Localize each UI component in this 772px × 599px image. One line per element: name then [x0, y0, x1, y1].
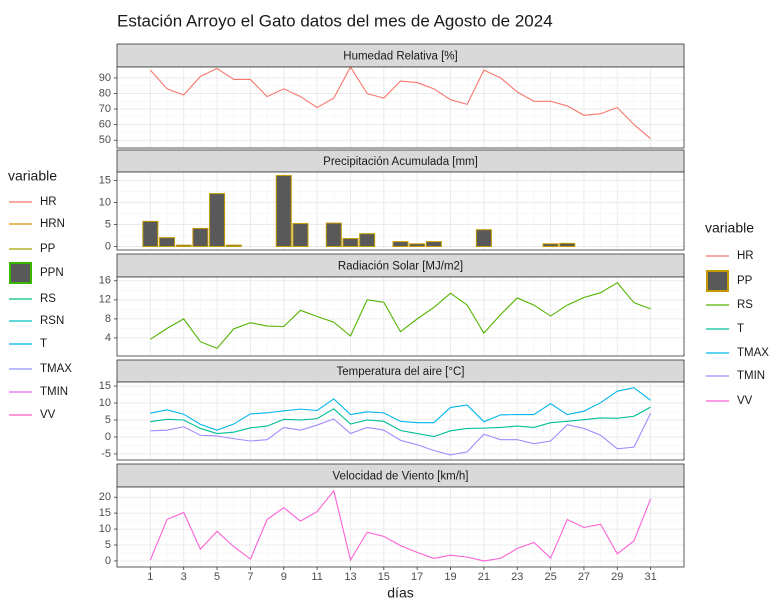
- legend-label: RS: [737, 299, 753, 311]
- x-tick-label: 15: [378, 571, 390, 583]
- bar: [392, 241, 409, 247]
- x-tick-label: 7: [247, 571, 253, 583]
- x-tick-label: 3: [181, 571, 187, 583]
- y-tick-label: 0: [105, 240, 111, 252]
- y-tick-label: 50: [99, 134, 111, 146]
- bar: [192, 227, 209, 247]
- x-tick-label: 13: [344, 571, 356, 583]
- line: [150, 387, 651, 431]
- line: [149, 65, 652, 140]
- y-tick-label: 10: [99, 397, 111, 409]
- bar: [475, 229, 492, 247]
- x-tick-label: 1: [147, 571, 153, 583]
- legend-title: variable: [705, 220, 754, 236]
- y-tick-label: 20: [99, 491, 111, 503]
- y-tick-label: 90: [99, 72, 111, 84]
- y-tick-label: 5: [105, 414, 111, 426]
- y-tick-label: 4: [105, 332, 111, 344]
- legend-label: HRN: [40, 218, 65, 230]
- legend-label: VV: [40, 409, 56, 421]
- legend-label: PPN: [40, 267, 64, 279]
- strip-label: Radiación Solar [MJ/m2]: [338, 261, 463, 273]
- x-tick-label: 25: [544, 571, 556, 583]
- strip-label: Humedad Relativa [%]: [343, 51, 457, 63]
- bar: [542, 243, 559, 247]
- x-tick-label: 23: [511, 571, 523, 583]
- bar: [292, 223, 309, 247]
- x-tick-label: 21: [478, 571, 490, 583]
- y-tick-label: 15: [99, 380, 111, 392]
- bar: [425, 241, 442, 247]
- panel-border: [116, 171, 685, 251]
- legend-label: TMAX: [40, 363, 72, 375]
- y-tick-label: 15: [99, 174, 111, 186]
- y-tick-label: 5: [105, 539, 111, 551]
- x-tick-label: 19: [444, 571, 456, 583]
- y-tick-label: 80: [99, 87, 111, 99]
- x-tick-label: 5: [214, 571, 220, 583]
- bar: [342, 238, 359, 247]
- panel-border: [116, 276, 685, 357]
- legend-label: PP: [40, 243, 56, 255]
- y-tick-label: 12: [99, 294, 111, 306]
- line: [149, 489, 652, 562]
- y-tick-label: 10: [99, 196, 111, 208]
- chart-title: Estación Arroyo el Gato datos del mes de…: [117, 11, 553, 30]
- y-tick-label: 16: [99, 275, 111, 287]
- line: [150, 406, 651, 438]
- y-tick-label: 0: [105, 431, 111, 443]
- legend-label: TMAX: [737, 347, 769, 359]
- legend-title: variable: [8, 168, 57, 184]
- legend-key: [706, 270, 729, 292]
- y-tick-label: 10: [99, 523, 111, 535]
- legend-label: HR: [737, 250, 754, 262]
- y-tick-label: 8: [105, 313, 111, 325]
- bar: [209, 193, 226, 247]
- legend-label: T: [40, 338, 47, 350]
- strip-label: Temperatura del aire [°C]: [337, 366, 465, 378]
- panel-border: [116, 381, 685, 461]
- x-tick-label: 27: [578, 571, 590, 583]
- panel-border: [116, 486, 685, 568]
- bar: [325, 222, 342, 247]
- y-tick-label: 0: [105, 555, 111, 567]
- bar: [409, 243, 426, 247]
- bar: [159, 237, 176, 247]
- legend-key: [9, 262, 32, 284]
- x-axis-title: días: [387, 585, 413, 599]
- strip-label: Precipitación Acumulada [mm]: [323, 156, 478, 168]
- strip-label: Velocidad de Viento [km/h]: [333, 471, 469, 483]
- x-tick-label: 29: [611, 571, 623, 583]
- panel-border: [116, 66, 685, 149]
- legend-label: T: [737, 323, 744, 335]
- bar: [275, 175, 292, 247]
- legend-label: VV: [737, 395, 753, 407]
- y-tick-label: 5: [105, 218, 111, 230]
- legend-label: RSN: [40, 315, 64, 327]
- y-tick-label: 15: [99, 507, 111, 519]
- x-tick-label: 11: [311, 571, 322, 583]
- legend-label: TMIN: [737, 370, 765, 382]
- legend-label: HR: [40, 196, 57, 208]
- legend-label: TMIN: [40, 386, 68, 398]
- line: [150, 281, 651, 350]
- bar: [175, 244, 192, 247]
- bar: [359, 233, 376, 247]
- y-tick-label: 70: [99, 103, 111, 115]
- bar: [142, 220, 159, 247]
- y-tick-label: 60: [99, 119, 111, 131]
- bar: [225, 244, 242, 247]
- legend-label: RS: [40, 293, 56, 305]
- x-tick-label: 17: [411, 571, 423, 583]
- x-tick-label: 31: [645, 571, 657, 583]
- line: [150, 412, 652, 456]
- x-tick-label: 9: [281, 571, 287, 583]
- y-tick-label: -5: [101, 448, 111, 460]
- legend-label: PP: [737, 275, 753, 287]
- bar: [559, 242, 576, 247]
